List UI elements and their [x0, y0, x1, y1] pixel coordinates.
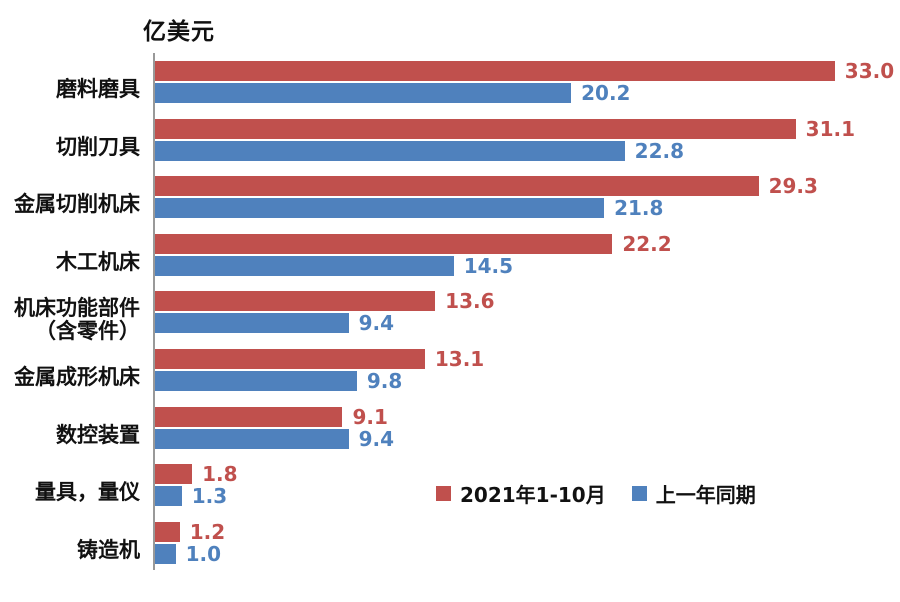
bar-line: 20.2	[155, 83, 893, 103]
bar-prior-year	[155, 486, 182, 507]
category-row: 31.1 22.8	[155, 116, 893, 177]
data-label: 1.2	[189, 519, 226, 544]
plot-area: 33.0 20.2 31.1 22.8 29.3 21.8 22.2 14.5 13.6 9.4 1…	[153, 53, 895, 570]
chart-unit-title: 亿美元	[143, 19, 215, 45]
legend: 2021年1-10月 上一年同期	[436, 477, 756, 509]
category-label: 金属切削机床	[14, 192, 140, 217]
bar-prior-year	[155, 255, 454, 276]
bar-2021-jan-oct	[155, 61, 835, 81]
data-label: 1.8	[202, 462, 238, 487]
bar-line: 33.0	[155, 59, 895, 83]
category-label: 金属成形机床	[14, 365, 140, 390]
category-label: 木工机床	[56, 250, 140, 275]
data-label: 13.1	[434, 346, 485, 371]
category-row: 1.8 1.3	[155, 464, 893, 522]
category-label: 铸造机	[77, 538, 140, 563]
category-row: 9.1 9.4	[155, 404, 893, 465]
bar-2021-jan-oct	[155, 406, 343, 427]
category-row: 13.6 9.4	[155, 291, 893, 349]
bar-line: 9.1	[155, 404, 893, 429]
data-label: 1.3	[191, 484, 228, 509]
data-label: 29.3	[768, 174, 818, 199]
bar-line: 9.8	[155, 368, 893, 393]
data-label: 21.8	[614, 196, 664, 221]
data-label: 1.0	[185, 541, 222, 566]
data-label: 9.8	[366, 368, 403, 393]
bar-prior-year	[155, 428, 349, 449]
category-label: 量具，量仪	[35, 480, 140, 505]
data-label: 22.8	[634, 138, 685, 163]
bar-line: 29.3	[155, 174, 893, 199]
legend-swatch-blue	[631, 485, 647, 501]
data-label: 14.5	[463, 253, 514, 278]
bar-2021-jan-oct	[155, 233, 613, 254]
category-label: 机床功能部件 （含零件）	[14, 296, 140, 344]
legend-label: 2021年1-10月	[460, 482, 606, 507]
bar-prior-year	[155, 198, 605, 219]
bar-line: 31.1	[155, 116, 893, 141]
bar-line: 22.2	[155, 231, 893, 256]
bar-line: 1.8	[155, 462, 893, 487]
data-label: 9.4	[358, 311, 395, 336]
category-label: 磨料磨具	[56, 77, 140, 102]
bar-line: 13.1	[155, 346, 893, 371]
legend-item-current: 2021年1-10月	[436, 479, 606, 508]
data-label: 9.1	[352, 404, 388, 429]
data-label: 22.2	[622, 231, 672, 256]
category-label: 切削刀具	[56, 134, 140, 159]
category-row: 13.1 9.8	[155, 346, 893, 407]
category-row: 22.2 14.5	[155, 231, 893, 292]
bar-line: 22.8	[155, 138, 893, 163]
data-label: 31.1	[805, 116, 856, 141]
bar-2021-jan-oct	[155, 176, 759, 197]
legend-label: 上一年同期	[655, 482, 756, 507]
bar-line: 9.4	[155, 426, 893, 451]
bar-line: 1.3	[155, 484, 893, 509]
legend-swatch-red	[436, 485, 451, 501]
bar-2021-jan-oct	[155, 118, 796, 139]
bar-line: 21.8	[155, 196, 893, 221]
bar-line: 1.0	[155, 541, 893, 566]
bar-prior-year	[155, 543, 176, 564]
bar-line: 14.5	[155, 253, 893, 278]
bar-prior-year	[155, 370, 357, 391]
bar-2021-jan-oct	[155, 348, 425, 369]
category-row: 33.0 20.2	[155, 59, 895, 119]
category-label: 数控装置	[56, 422, 140, 447]
bar-2021-jan-oct	[155, 464, 193, 485]
bar-prior-year	[155, 140, 625, 161]
legend-item-previous: 上一年同期	[631, 479, 756, 508]
bar-line: 1.2	[155, 519, 893, 544]
data-label: 33.0	[844, 59, 895, 83]
bar-2021-jan-oct	[155, 291, 436, 312]
data-label: 13.6	[445, 289, 495, 314]
bar-prior-year	[155, 313, 349, 334]
bar-line: 9.4	[155, 311, 893, 336]
category-labels: 磨料磨具切削刀具金属切削机床木工机床机床功能部件 （含零件） 金属成形机床数控装置量…	[0, 53, 146, 579]
category-row: 29.3 21.8	[155, 176, 893, 234]
data-label: 9.4	[358, 426, 395, 451]
bar-2021-jan-oct	[155, 521, 180, 542]
data-label: 20.2	[581, 81, 631, 105]
bar-prior-year	[155, 83, 572, 103]
category-row: 1.2 1.0	[155, 519, 893, 580]
bar-line: 13.6	[155, 289, 893, 314]
